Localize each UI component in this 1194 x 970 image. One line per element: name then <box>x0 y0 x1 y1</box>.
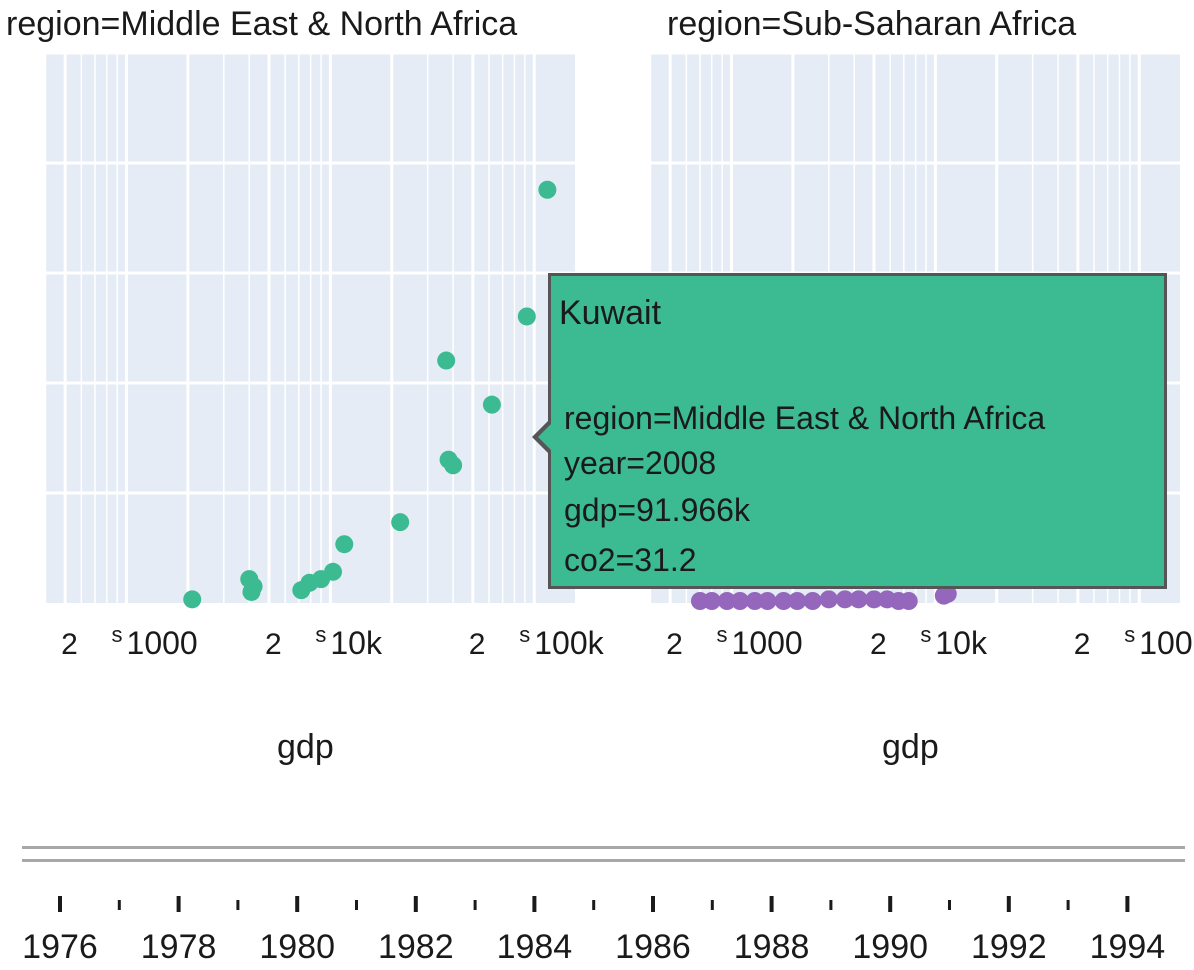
tooltip-region: region=Middle East & North Africa <box>564 400 1046 436</box>
x-tick-label: 2 <box>870 628 887 661</box>
x-axis-title-mena: gdp <box>277 728 334 766</box>
slider-year-label: 1976 <box>22 928 98 966</box>
scatter-point <box>538 180 557 199</box>
x-tick-label: 10k <box>330 625 383 661</box>
slider-year-label: 1990 <box>852 928 928 966</box>
tooltip-arrow-fill <box>538 424 551 450</box>
slider-year-label: 1982 <box>378 928 454 966</box>
scatter-point <box>819 590 838 609</box>
scatter-point <box>758 592 777 610</box>
scatter-point <box>702 592 721 610</box>
slider-year-label: 1984 <box>497 928 573 966</box>
x-tick-label: 10k <box>935 625 988 661</box>
scatter-point <box>745 592 764 610</box>
scatter-point <box>938 584 957 603</box>
scatter-point <box>444 456 463 475</box>
x-tick-label: 100k <box>1139 625 1194 661</box>
slider-year-label: 1980 <box>259 928 335 966</box>
facet-title-mena: region=Middle East & North Africa <box>6 5 518 43</box>
slider-year-label: 1988 <box>734 928 810 966</box>
x-tick-label: 1000 <box>127 625 198 661</box>
scatter-point <box>482 395 501 414</box>
hover-tooltip: Kuwait region=Middle East & North Africa… <box>532 273 1167 589</box>
scatter-point <box>730 592 749 610</box>
tick-prefix-glyph: s <box>112 622 123 647</box>
tooltip-year: year=2008 <box>564 445 717 481</box>
slider-year-label: 1986 <box>615 928 691 966</box>
tick-prefix-glyph: s <box>717 622 728 647</box>
plot-panel-mena[interactable]: 2 s 1000 2 s 10k 2 s 100k <box>44 51 605 661</box>
year-slider-rail-bottom[interactable] <box>22 859 1185 862</box>
scatter-point <box>849 590 868 609</box>
tooltip-co2: co2=31.2 <box>564 542 697 578</box>
year-slider-rail-top[interactable] <box>22 846 1185 849</box>
scatter-point <box>240 570 259 589</box>
scatter-point <box>774 592 793 610</box>
slider-year-label: 1978 <box>141 928 217 966</box>
tick-prefix-glyph: s <box>519 622 530 647</box>
scatter-point <box>183 590 202 609</box>
x-tick-label: 2 <box>666 628 683 661</box>
scatter-point <box>324 562 343 581</box>
x-axis-title-ssa: gdp <box>882 728 939 766</box>
facet-title-ssa: region=Sub-Saharan Africa <box>667 5 1077 43</box>
scatter-point <box>437 351 456 370</box>
scatter-point <box>335 535 354 554</box>
tick-prefix-glyph: s <box>920 622 931 647</box>
tick-prefix-glyph: s <box>1124 622 1135 647</box>
scatter-point <box>788 592 807 610</box>
x-tick-label: 1000 <box>732 625 803 661</box>
slider-year-label: 1992 <box>971 928 1047 966</box>
tooltip-country-name: Kuwait <box>559 294 662 332</box>
x-tick-label: 2 <box>265 628 282 661</box>
scatter-point <box>899 592 918 610</box>
scatter-point <box>865 590 884 609</box>
scatter-point <box>391 513 410 532</box>
scatter-point <box>517 307 536 326</box>
scatter-point <box>717 592 736 610</box>
scatter-point <box>803 592 822 610</box>
x-tick-label: 2 <box>61 628 78 661</box>
year-slider-ticks: 1976 1978 1980 1982 1984 1986 1988 1990 1992 1994 <box>22 896 1165 966</box>
tick-prefix-glyph: s <box>315 622 326 647</box>
tooltip-gdp: gdp=91.966k <box>564 492 750 528</box>
x-tick-label: 100k <box>534 625 604 661</box>
scatter-point <box>835 590 854 609</box>
x-tick-label: 2 <box>469 628 486 661</box>
slider-year-label: 1994 <box>1090 928 1166 966</box>
x-tick-label: 2 <box>1074 628 1091 661</box>
